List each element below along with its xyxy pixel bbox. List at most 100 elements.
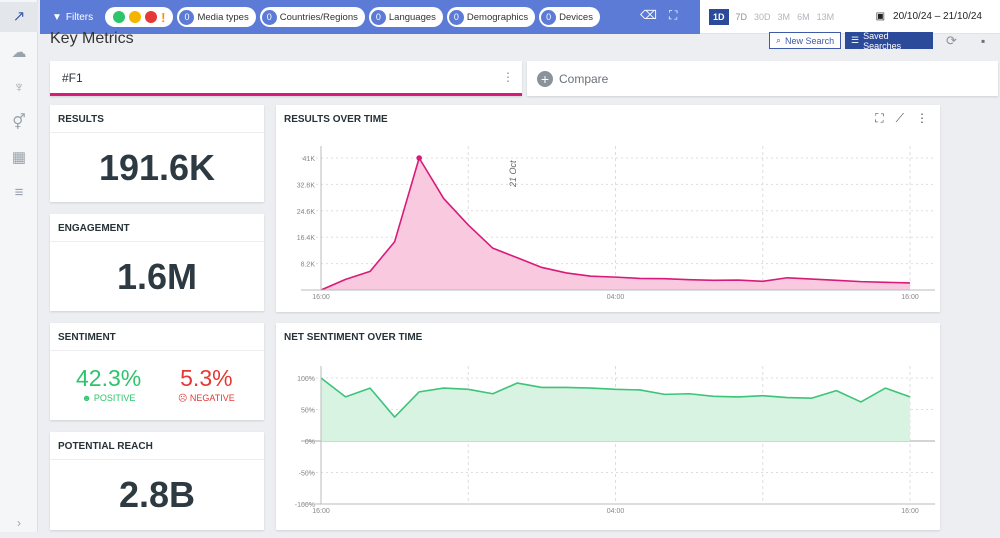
fullscreen-icon[interactable]: ⛶: [668, 8, 678, 22]
range-3m[interactable]: 3M: [777, 11, 791, 22]
y-tick-label: 8.2K: [301, 262, 316, 269]
x-tick-label: 04:00: [607, 294, 625, 301]
y-tick-label: -50%: [299, 471, 315, 478]
filters-button[interactable]: ▼ Filters: [52, 12, 93, 23]
label: New Search: [785, 35, 835, 46]
range-7d[interactable]: 7D: [735, 11, 748, 22]
search-icon: ⌕: [776, 35, 782, 45]
media-types-filter[interactable]: 0 Media types: [177, 7, 256, 27]
count: 0: [541, 9, 557, 25]
label: Media types: [197, 11, 249, 23]
query-tab[interactable]: #F1 ⋮: [50, 61, 522, 96]
negative-label: ☹ NEGATIVE: [178, 393, 235, 403]
range-13m[interactable]: 13M: [816, 11, 835, 22]
negative-face-icon[interactable]: [145, 11, 158, 23]
date-range-text: 20/10/24 – 21/10/24: [893, 11, 982, 22]
range-30d[interactable]: 30D: [754, 11, 771, 22]
trend-icon[interactable]: ↗: [0, 2, 38, 32]
area-fill: [321, 158, 910, 290]
y-tick-label: 41K: [303, 156, 316, 163]
influencer-icon[interactable]: ♆: [13, 79, 25, 96]
filter-bar: ▼ Filters ! 0 Media types 0 Countries/Regio…: [40, 0, 700, 34]
devices-filter[interactable]: 0 Devices: [539, 7, 600, 27]
x-tick-label: 16:00: [312, 508, 330, 515]
date-range-bar: 1D 7D 30D 3M 6M 13M ▣ 20/10/24 – 21/10/24: [700, 0, 1000, 34]
plus-icon: +: [537, 70, 553, 87]
area-fill: [321, 378, 910, 441]
chart-title: RESULTS OVER TIME: [284, 114, 388, 125]
refresh-icon[interactable]: ⟳: [946, 32, 957, 48]
positive-value: 42.3%: [76, 365, 142, 391]
label: Devices: [559, 11, 593, 23]
positive-label-text: POSITIVE: [93, 393, 136, 403]
y-tick-label: -100%: [295, 502, 315, 509]
card-title: ENGAGEMENT: [50, 214, 264, 242]
languages-filter[interactable]: 0 Languages: [368, 7, 443, 27]
map-icon[interactable]: ▦: [11, 149, 27, 166]
new-search-button[interactable]: ⌕ New Search: [769, 32, 842, 49]
y-tick-label: 32.8K: [297, 182, 316, 189]
positive-label: ☻ POSITIVE: [81, 393, 136, 403]
reach-value: 2.8B: [118, 474, 196, 515]
card-title: SENTIMENT: [50, 323, 264, 351]
sidebar: ↗ ☁ ♆ ⚥ ▦ ≡ ›: [0, 0, 38, 532]
cloud-icon[interactable]: ☁: [11, 44, 27, 61]
count: 0: [261, 9, 277, 25]
count: 0: [448, 9, 464, 25]
date-annotation: 21 Oct: [508, 160, 518, 188]
results-value: 191.6K: [98, 147, 216, 188]
count: 0: [179, 9, 195, 25]
compare-button[interactable]: + Compare: [527, 61, 998, 96]
demographics-filter[interactable]: 0 Demographics: [446, 7, 536, 27]
expand-sidebar-button[interactable]: ›: [17, 516, 21, 530]
label: Demographics: [466, 11, 529, 23]
neutral-face-icon[interactable]: [129, 11, 142, 23]
x-tick-label: 16:00: [901, 508, 919, 515]
label: Languages: [388, 11, 436, 23]
engagement-value: 1.6M: [116, 256, 198, 297]
negative-value: 5.3%: [180, 365, 233, 391]
sentiment-filter[interactable]: !: [105, 7, 174, 27]
sentiment-chart: 100%50%0%-50%-100%16:00 04:00 16:00: [295, 366, 935, 515]
negative-label-text: NEGATIVE: [189, 393, 235, 403]
search-list-icon[interactable]: ≡: [14, 184, 24, 201]
sentiment-card: SENTIMENT 42.3% ☻ POSITIVE 5.3% ☹ NEGATIVE: [50, 323, 264, 420]
positive-face-icon[interactable]: [113, 11, 126, 23]
results-over-time-card: RESULTS OVER TIME ⛶ ⟋ ⋮ 8.2K 16.4K 24.6K 32.8…: [276, 105, 940, 312]
save-icon[interactable]: ▪: [981, 33, 986, 48]
y-tick-label: 50%: [301, 408, 315, 415]
line-chart-icon[interactable]: ⟋: [895, 111, 904, 125]
positive-sentiment: 42.3% ☻ POSITIVE: [76, 365, 141, 403]
card-title: POTENTIAL REACH: [50, 432, 264, 460]
filters-label: Filters: [65, 11, 94, 23]
y-tick-label: 16.4K: [297, 235, 316, 242]
x-tick-label: 16:00: [901, 294, 919, 301]
saved-searches-button[interactable]: ☰ Saved Searches: [845, 30, 933, 51]
compare-label: Compare: [559, 71, 609, 86]
y-tick-label: 24.6K: [297, 209, 316, 216]
alert-icon[interactable]: !: [161, 9, 166, 25]
range-6m[interactable]: 6M: [797, 11, 810, 22]
net-sentiment-card: NET SENTIMENT OVER TIME 100% 50% 0% -50% -10…: [276, 323, 940, 530]
clear-filters-icon[interactable]: ⌫: [640, 8, 657, 22]
more-icon[interactable]: ⋮: [916, 111, 928, 125]
more-icon[interactable]: ⋮: [502, 70, 514, 84]
x-tick-label: 04:00: [607, 508, 625, 515]
date-picker[interactable]: ▣ 20/10/24 – 21/10/24: [876, 11, 982, 22]
reach-card: POTENTIAL REACH 2.8B: [50, 432, 264, 530]
label: Countries/Regions: [279, 11, 358, 23]
gender-icon[interactable]: ⚥: [12, 114, 26, 131]
x-tick-label: 16:00: [312, 294, 330, 301]
query-name: #F1: [62, 71, 83, 85]
expand-icon[interactable]: ⛶: [875, 111, 884, 125]
count: 0: [370, 9, 386, 25]
range-1d[interactable]: 1D: [709, 8, 729, 25]
list-icon: ☰: [851, 35, 860, 45]
countries-filter[interactable]: 0 Countries/Regions: [259, 7, 365, 27]
page-title: Key Metrics: [50, 30, 134, 47]
chart-title: NET SENTIMENT OVER TIME: [284, 332, 423, 343]
negative-sentiment: 5.3% ☹ NEGATIVE: [178, 365, 235, 404]
data-point: [416, 155, 422, 161]
label: Saved Searches: [863, 30, 902, 51]
y-tick-label: 0%: [305, 439, 315, 446]
